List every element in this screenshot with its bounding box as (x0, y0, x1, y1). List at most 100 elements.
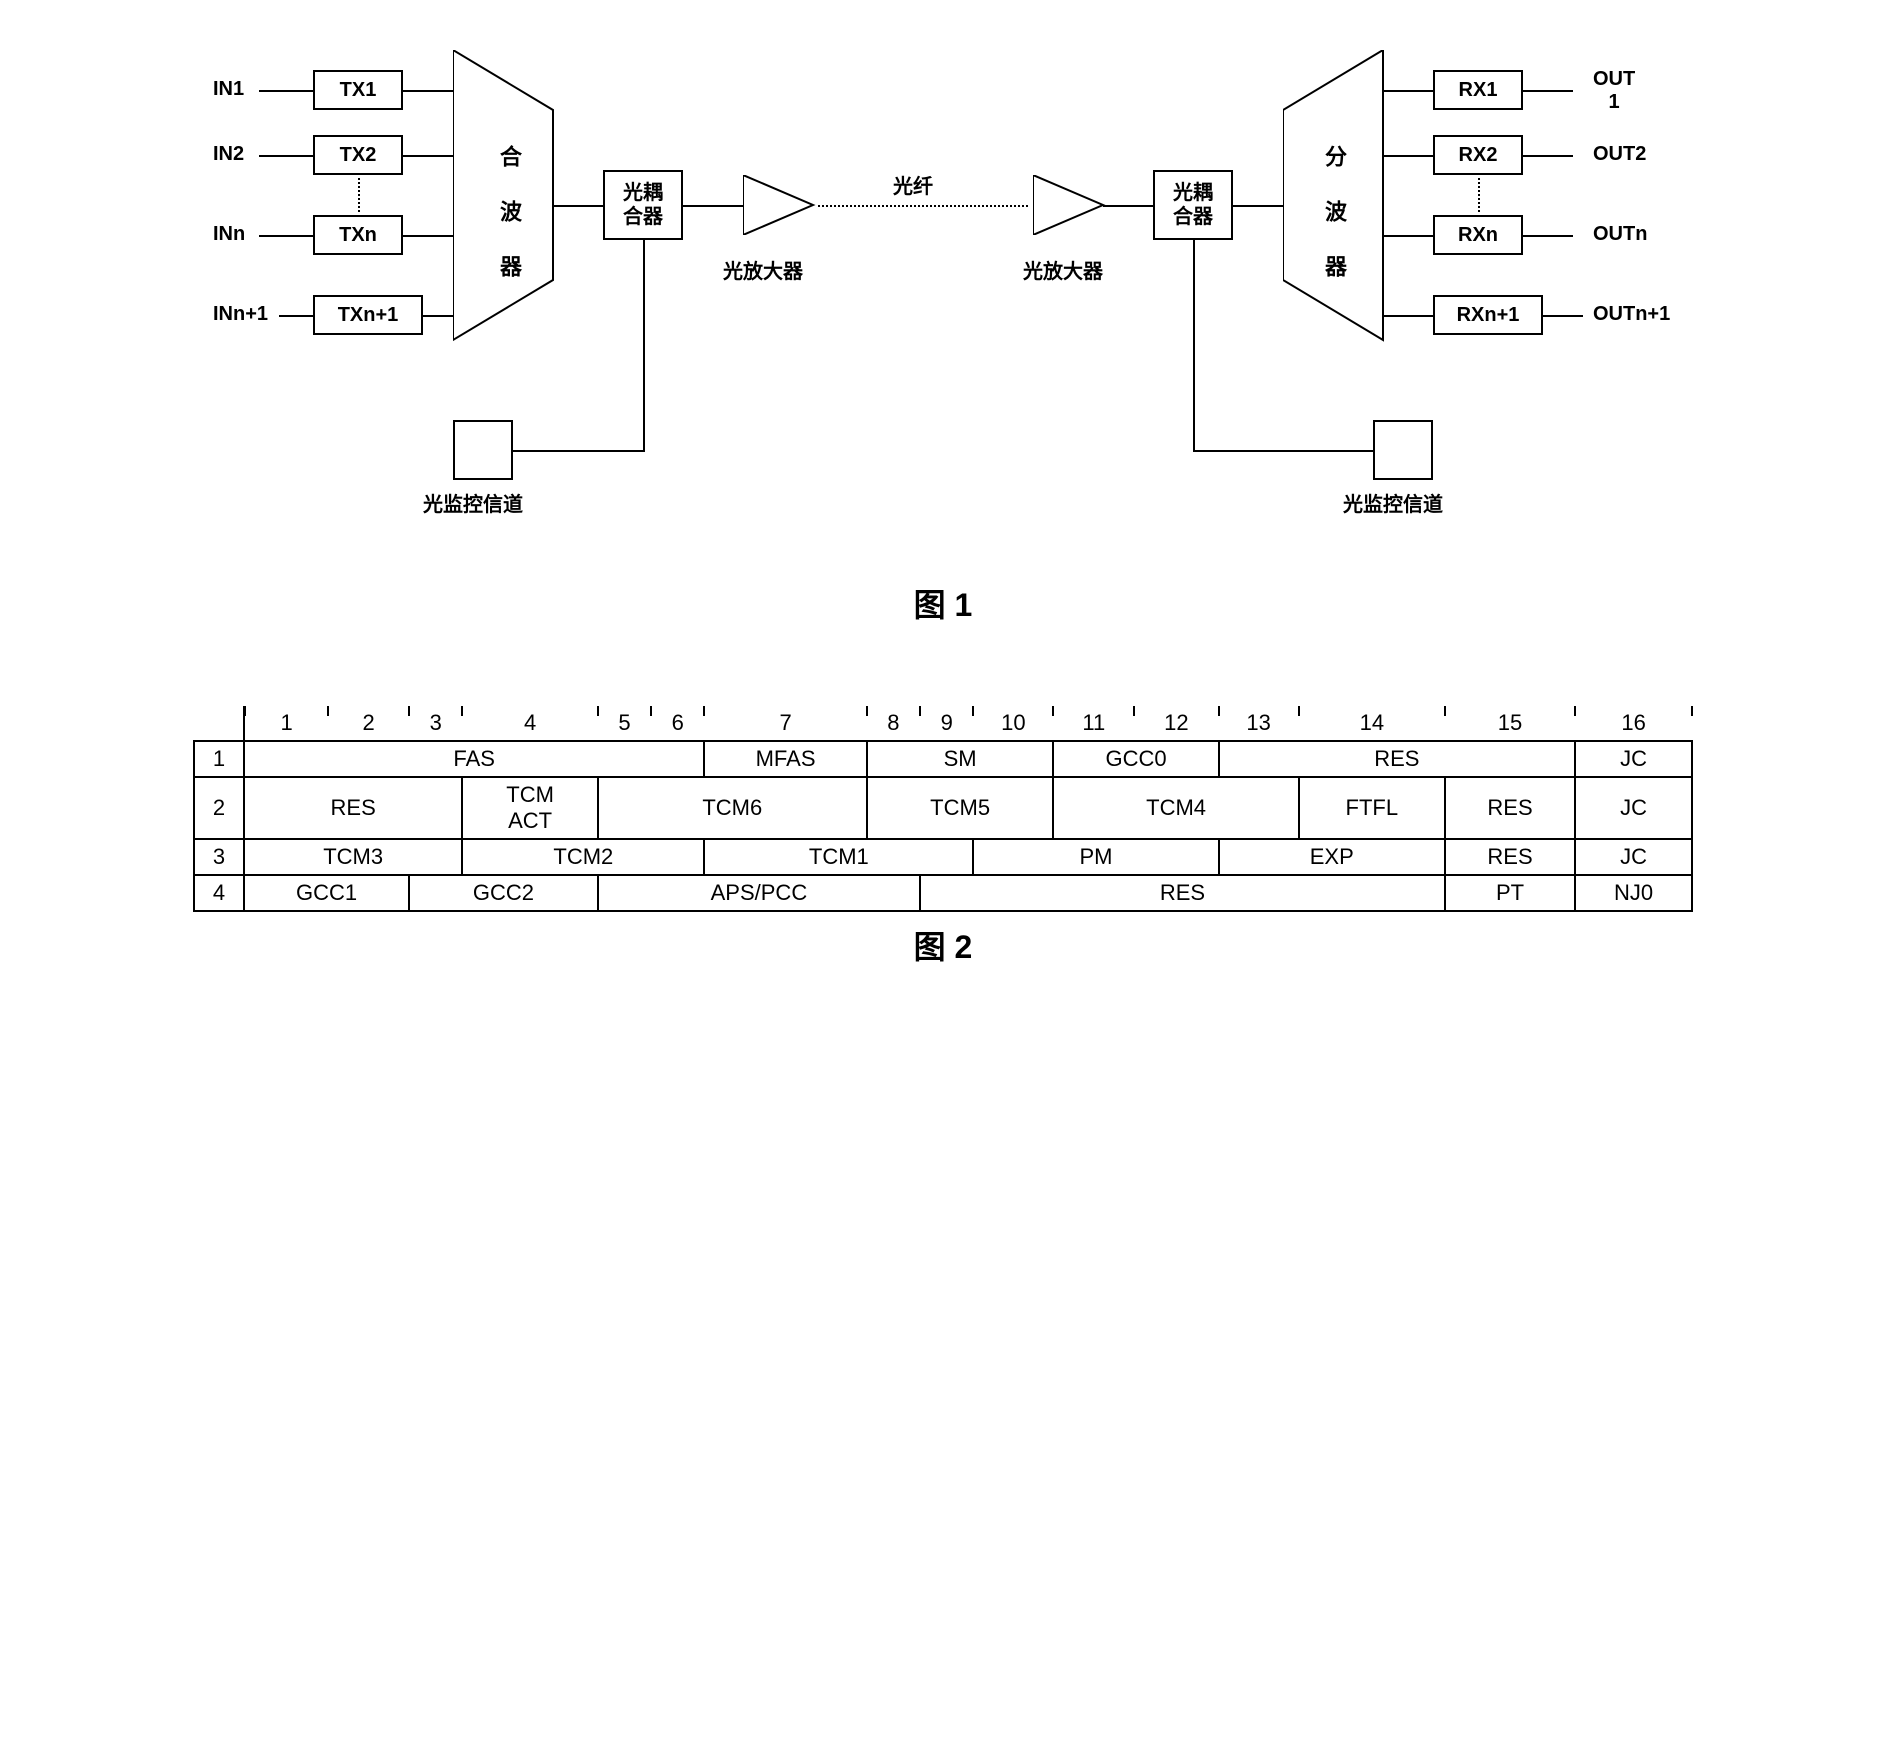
header-blank (194, 706, 244, 741)
label-in2: IN2 (213, 143, 244, 166)
rxn1-box: RXn+1 (1433, 295, 1543, 335)
cell-tcm1: TCM1 (704, 839, 973, 875)
label-outn1: OUTn+1 (1593, 303, 1670, 326)
osc-right-box (1373, 420, 1433, 480)
cell-gcc0: GCC0 (1053, 741, 1218, 777)
row-num-4: 4 (194, 875, 244, 911)
col-header-16: 16 (1575, 706, 1692, 741)
rx1-label: RX1 (1459, 79, 1498, 102)
otn-overhead-table: 123456789101112131415161FASMFASSMGCC0RES… (193, 706, 1693, 912)
cell-res: RES (1219, 741, 1576, 777)
wire-txn-mux (403, 235, 453, 237)
txn-label: TXn (339, 224, 377, 247)
fiber-label: 光纤 (893, 170, 933, 199)
amp1-icon (743, 175, 823, 235)
amp1-label: 光放大器 (723, 255, 803, 284)
figure-1-diagram: IN1 IN2 INn INn+1 TX1 TX2 TXn TXn+1 合 波 … (193, 40, 1693, 540)
txn1-label: TXn+1 (338, 304, 399, 327)
cell-res: RES (920, 875, 1445, 911)
col-header-2: 2 (328, 706, 409, 741)
col-header-3: 3 (409, 706, 462, 741)
wire-coupler2-demux (1233, 205, 1283, 207)
txn1-box: TXn+1 (313, 295, 423, 335)
tx1-box: TX1 (313, 70, 403, 110)
rx-ellipsis (1478, 178, 1480, 212)
rxn-box: RXn (1433, 215, 1523, 255)
row-num-3: 3 (194, 839, 244, 875)
label-in1: IN1 (213, 78, 244, 101)
col-header-15: 15 (1445, 706, 1575, 741)
cell-tcm5: TCM5 (867, 777, 1054, 839)
amp2-icon (1033, 175, 1113, 235)
label-out2: OUT2 (1593, 143, 1646, 166)
wire-coupler1-amp1 (683, 205, 743, 207)
osc-left-box (453, 420, 513, 480)
cell-mfas: MFAS (704, 741, 866, 777)
wire-demux-rxn1 (1383, 315, 1433, 317)
label-out1: OUT 1 (1593, 68, 1635, 114)
cell-jc: JC (1575, 839, 1692, 875)
cell-tcm2: TCM2 (462, 839, 704, 875)
wire-demux-rxn (1383, 235, 1433, 237)
cell-aps/pcc: APS/PCC (598, 875, 920, 911)
col-header-5: 5 (598, 706, 651, 741)
txn-box: TXn (313, 215, 403, 255)
cell-jc: JC (1575, 741, 1692, 777)
wire-osc-left-h (513, 450, 645, 452)
row-num-1: 1 (194, 741, 244, 777)
col-header-9: 9 (920, 706, 973, 741)
cell-fas: FAS (244, 741, 704, 777)
wire-in2-tx2 (259, 155, 313, 157)
cell-tcm4: TCM4 (1053, 777, 1298, 839)
demux-label: 分 波 器 (1318, 145, 1350, 281)
wire-osc-right-h (1193, 450, 1373, 452)
cell-res: RES (244, 777, 462, 839)
coupler2-label: 光耦 合器 (1173, 181, 1213, 229)
figure1-caption: 图 1 (20, 580, 1866, 626)
cell-sm: SM (867, 741, 1054, 777)
col-header-12: 12 (1134, 706, 1218, 741)
col-header-14: 14 (1299, 706, 1445, 741)
coupler1-label: 光耦 合器 (623, 181, 663, 229)
mux-label: 合 波 器 (493, 145, 525, 281)
wire-inn1-txn1 (279, 315, 313, 317)
wire-demux-rx2 (1383, 155, 1433, 157)
col-header-1: 1 (244, 706, 328, 741)
coupler1-box: 光耦 合器 (603, 170, 683, 240)
figure2-caption: 图 2 (20, 922, 1866, 968)
wire-tx1-mux (403, 90, 453, 92)
col-header-7: 7 (704, 706, 866, 741)
cell-tcm3: TCM3 (244, 839, 462, 875)
cell-ftfl: FTFL (1299, 777, 1445, 839)
coupler2-box: 光耦 合器 (1153, 170, 1233, 240)
col-header-13: 13 (1219, 706, 1299, 741)
col-header-4: 4 (462, 706, 597, 741)
wire-mux-coupler1 (553, 205, 603, 207)
cell-gcc1: GCC1 (244, 875, 409, 911)
rx2-box: RX2 (1433, 135, 1523, 175)
col-header-10: 10 (973, 706, 1053, 741)
wire-rx2-out2 (1523, 155, 1573, 157)
cell-nj0: NJ0 (1575, 875, 1692, 911)
wire-amp2-coupler2 (1103, 205, 1153, 207)
cell-res: RES (1445, 777, 1575, 839)
col-header-8: 8 (867, 706, 920, 741)
wire-rxn1-outn1 (1543, 315, 1583, 317)
wire-coupler2-down (1193, 240, 1195, 450)
wire-in1-tx1 (259, 90, 313, 92)
figure-2-table-wrap: 123456789101112131415161FASMFASSMGCC0RES… (193, 706, 1693, 912)
rx1-box: RX1 (1433, 70, 1523, 110)
wire-rxn-outn (1523, 235, 1573, 237)
osc-left-label: 光监控信道 (423, 488, 523, 517)
wire-inn-txn (259, 235, 313, 237)
cell-jc: JC (1575, 777, 1692, 839)
tx-ellipsis (358, 178, 360, 212)
rxn-label: RXn (1458, 224, 1498, 247)
cell-gcc2: GCC2 (409, 875, 598, 911)
wire-demux-rx1 (1383, 90, 1433, 92)
rxn1-label: RXn+1 (1457, 304, 1520, 327)
amp2-label: 光放大器 (1023, 255, 1103, 284)
label-outn: OUTn (1593, 223, 1647, 246)
cell-exp: EXP (1219, 839, 1445, 875)
tx2-label: TX2 (340, 144, 377, 167)
